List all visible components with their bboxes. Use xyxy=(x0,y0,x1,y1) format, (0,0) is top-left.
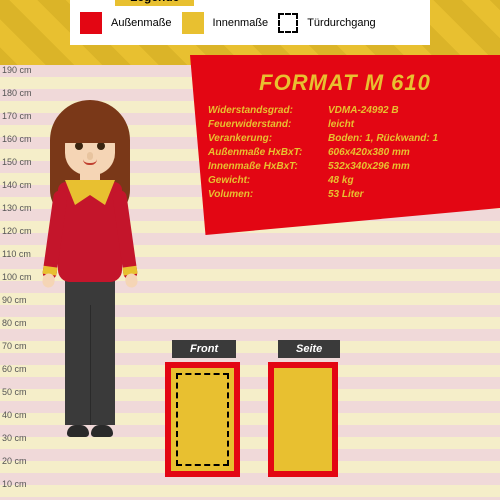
legend-label: Innenmaße xyxy=(213,17,269,29)
info-label: Verankerung: xyxy=(208,132,328,146)
scale-tick: 80 cm xyxy=(2,318,27,328)
legend-title: Legende xyxy=(115,0,194,6)
info-label: Innenmaße HxBxT: xyxy=(208,160,328,174)
info-label: Gewicht: xyxy=(208,174,328,188)
info-label: Außenmaße HxBxT: xyxy=(208,146,328,160)
info-value: 48 kg xyxy=(328,174,354,188)
legend-label: Außenmaße xyxy=(111,17,172,29)
info-value: Boden: 1, Rückwand: 1 xyxy=(328,132,438,146)
scale-tick: 140 cm xyxy=(2,180,32,190)
scale-tick: 120 cm xyxy=(2,226,32,236)
info-value: 606x420x380 mm xyxy=(328,146,410,160)
info-row: Feuerwiderstand:leicht xyxy=(208,118,482,132)
swatch-yellow xyxy=(182,12,204,34)
info-row: Gewicht:48 kg xyxy=(208,174,482,188)
scale-tick: 10 cm xyxy=(2,479,27,489)
info-row: Volumen:53 Liter xyxy=(208,188,482,202)
legend-box: Außenmaße Innenmaße Türdurchgang xyxy=(70,0,430,45)
legend-item-door: Türdurchgang xyxy=(278,13,376,33)
scale-tick: 130 cm xyxy=(2,203,32,213)
scale-tick: 180 cm xyxy=(2,88,32,98)
door-passage xyxy=(176,373,229,466)
front-label: Front xyxy=(172,340,236,358)
scale-tick: 110 cm xyxy=(2,249,31,259)
legend-label: Türdurchgang xyxy=(307,17,376,29)
scale-tick: 190 cm xyxy=(2,65,32,75)
info-value: leicht xyxy=(328,118,354,132)
info-row: Verankerung:Boden: 1, Rückwand: 1 xyxy=(208,132,482,146)
legend-item-inner: Innenmaße xyxy=(182,12,269,34)
scale-tick: 150 cm xyxy=(2,157,32,167)
scale-tick: 50 cm xyxy=(2,387,27,397)
legend-item-outer: Außenmaße xyxy=(80,12,172,34)
info-label: Volumen: xyxy=(208,188,328,202)
scale-tick: 40 cm xyxy=(2,410,27,420)
info-panel: FORMAT M 610 Widerstandsgrad:VDMA-24992 … xyxy=(190,55,500,235)
info-value: VDMA-24992 B xyxy=(328,104,399,118)
info-label: Feuerwiderstand: xyxy=(208,118,328,132)
scale-tick: 90 cm xyxy=(2,295,27,305)
info-row: Außenmaße HxBxT:606x420x380 mm xyxy=(208,146,482,160)
side-box xyxy=(268,362,338,477)
info-row: Widerstandsgrad:VDMA-24992 B xyxy=(208,104,482,118)
info-value: 53 Liter xyxy=(328,188,364,202)
swatch-red xyxy=(80,12,102,34)
info-value: 532x340x296 mm xyxy=(328,160,410,174)
scale-tick: 60 cm xyxy=(2,364,27,374)
swatch-dashed xyxy=(278,13,298,33)
scale-tick: 100 cm xyxy=(2,272,32,282)
product-title: FORMAT M 610 xyxy=(208,70,482,96)
side-label: Seite xyxy=(278,340,340,358)
info-row: Innenmaße HxBxT:532x340x296 mm xyxy=(208,160,482,174)
scale-tick: 170 cm xyxy=(2,111,32,121)
scale-tick: 70 cm xyxy=(2,341,27,351)
scale-tick: 20 cm xyxy=(2,456,27,466)
scale-tick: 160 cm xyxy=(2,134,32,144)
front-box xyxy=(165,362,240,477)
info-label: Widerstandsgrad: xyxy=(208,104,328,118)
character-illustration xyxy=(30,100,150,480)
scale-tick: 30 cm xyxy=(2,433,27,443)
